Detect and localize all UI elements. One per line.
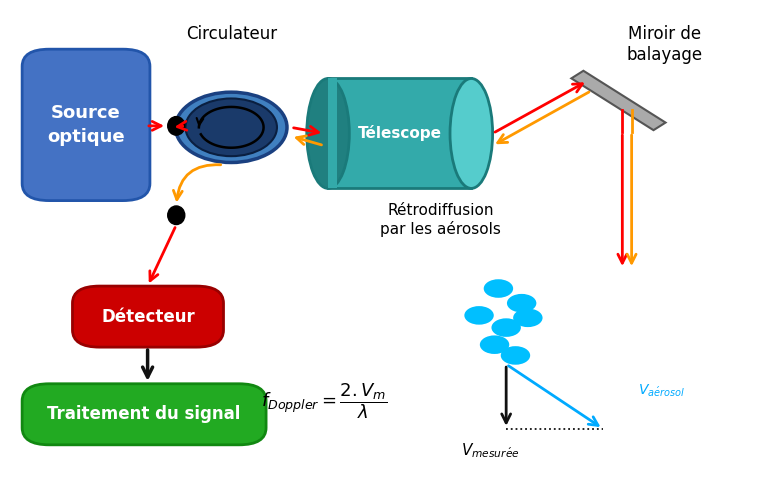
Circle shape	[491, 318, 521, 337]
Circle shape	[176, 92, 287, 163]
FancyBboxPatch shape	[73, 286, 224, 347]
Bar	[328, 79, 471, 188]
Circle shape	[464, 306, 494, 325]
Text: $f_{Doppler} = \dfrac{2.V_m}{\lambda}$: $f_{Doppler} = \dfrac{2.V_m}{\lambda}$	[261, 381, 388, 421]
Polygon shape	[572, 71, 665, 130]
Circle shape	[513, 309, 543, 327]
Text: Rétrodiffusion
par les aérosols: Rétrodiffusion par les aérosols	[380, 204, 501, 237]
Ellipse shape	[450, 79, 493, 188]
Circle shape	[507, 294, 537, 312]
Ellipse shape	[168, 206, 185, 225]
Circle shape	[480, 335, 509, 354]
Bar	[328, 79, 337, 188]
FancyBboxPatch shape	[22, 384, 266, 445]
Circle shape	[501, 346, 530, 365]
Text: Circulateur: Circulateur	[186, 25, 277, 43]
Text: Miroir de
balayage: Miroir de balayage	[627, 25, 703, 64]
FancyArrowPatch shape	[173, 165, 221, 200]
Text: Source
optique: Source optique	[48, 104, 125, 146]
Text: Traitement du signal: Traitement du signal	[48, 405, 241, 423]
Text: Télescope: Télescope	[358, 125, 441, 141]
Text: $V_{mesur\acute{e}e}$: $V_{mesur\acute{e}e}$	[461, 442, 520, 460]
Ellipse shape	[307, 79, 349, 188]
Text: $V_{a\acute{e}rosol}$: $V_{a\acute{e}rosol}$	[637, 383, 685, 399]
Ellipse shape	[168, 117, 185, 135]
Circle shape	[484, 279, 513, 298]
Text: Détecteur: Détecteur	[101, 308, 195, 326]
FancyBboxPatch shape	[22, 49, 150, 201]
Circle shape	[186, 98, 277, 156]
